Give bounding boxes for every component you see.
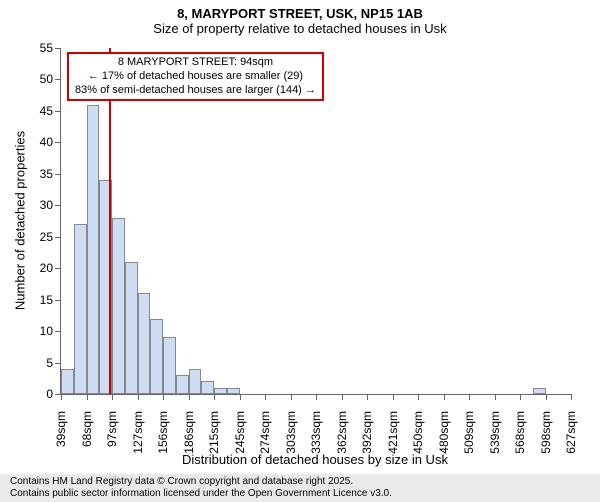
histogram-bar — [201, 381, 214, 394]
y-tick-label: 40 — [40, 135, 61, 149]
x-tick — [571, 394, 572, 400]
chart-subtitle: Size of property relative to detached ho… — [0, 21, 600, 40]
y-tick-label: 25 — [40, 230, 61, 244]
histogram-bar — [87, 105, 100, 394]
histogram-bar — [61, 369, 74, 394]
y-axis-title: Number of detached properties — [13, 121, 28, 321]
histogram-bar — [150, 319, 163, 394]
x-tick — [214, 394, 215, 400]
x-tick — [240, 394, 241, 400]
y-tick-label: 35 — [40, 167, 61, 181]
y-tick-label: 15 — [40, 293, 61, 307]
histogram-bar — [112, 218, 125, 394]
y-tick-label: 45 — [40, 104, 61, 118]
histogram-bar — [176, 375, 189, 394]
histogram-bar — [138, 293, 151, 394]
x-tick — [495, 394, 496, 400]
x-tick — [61, 394, 62, 400]
histogram-bar — [227, 388, 240, 394]
chart-container: 8, MARYPORT STREET, USK, NP15 1AB Size o… — [0, 0, 600, 500]
x-tick — [367, 394, 368, 400]
y-tick-label: 55 — [40, 41, 61, 55]
annotation-line: 83% of semi-detached houses are larger (… — [75, 84, 316, 98]
annotation-line: ← 17% of detached houses are smaller (29… — [75, 70, 316, 84]
y-tick-label: 0 — [46, 387, 61, 401]
x-axis-title: Distribution of detached houses by size … — [60, 452, 570, 467]
footer-line-2: Contains public sector information licen… — [10, 488, 600, 500]
y-tick-label: 20 — [40, 261, 61, 275]
histogram-bar — [163, 337, 176, 394]
chart-title: 8, MARYPORT STREET, USK, NP15 1AB — [0, 0, 600, 21]
histogram-bar — [533, 388, 546, 394]
x-tick — [87, 394, 88, 400]
x-tick — [393, 394, 394, 400]
x-tick — [520, 394, 521, 400]
plot-area: 051015202530354045505539sqm68sqm97sqm127… — [60, 48, 571, 395]
x-tick — [469, 394, 470, 400]
annotation-box: 8 MARYPORT STREET: 94sqm← 17% of detache… — [67, 52, 324, 101]
histogram-bar — [74, 224, 87, 394]
x-tick — [444, 394, 445, 400]
x-tick — [138, 394, 139, 400]
x-tick — [112, 394, 113, 400]
y-tick-label: 50 — [40, 72, 61, 86]
x-tick — [163, 394, 164, 400]
annotation-line: 8 MARYPORT STREET: 94sqm — [75, 56, 316, 70]
footer: Contains HM Land Registry data © Crown c… — [0, 474, 600, 502]
x-tick — [316, 394, 317, 400]
y-tick-label: 30 — [40, 198, 61, 212]
y-tick-label: 10 — [40, 324, 61, 338]
x-tick — [418, 394, 419, 400]
x-tick — [265, 394, 266, 400]
histogram-bar — [125, 262, 138, 394]
footer-line-1: Contains HM Land Registry data © Crown c… — [10, 476, 600, 488]
x-tick — [546, 394, 547, 400]
x-tick — [342, 394, 343, 400]
histogram-bar — [189, 369, 202, 394]
x-tick — [189, 394, 190, 400]
histogram-bar — [214, 388, 227, 394]
y-tick-label: 5 — [46, 356, 61, 370]
x-tick — [291, 394, 292, 400]
